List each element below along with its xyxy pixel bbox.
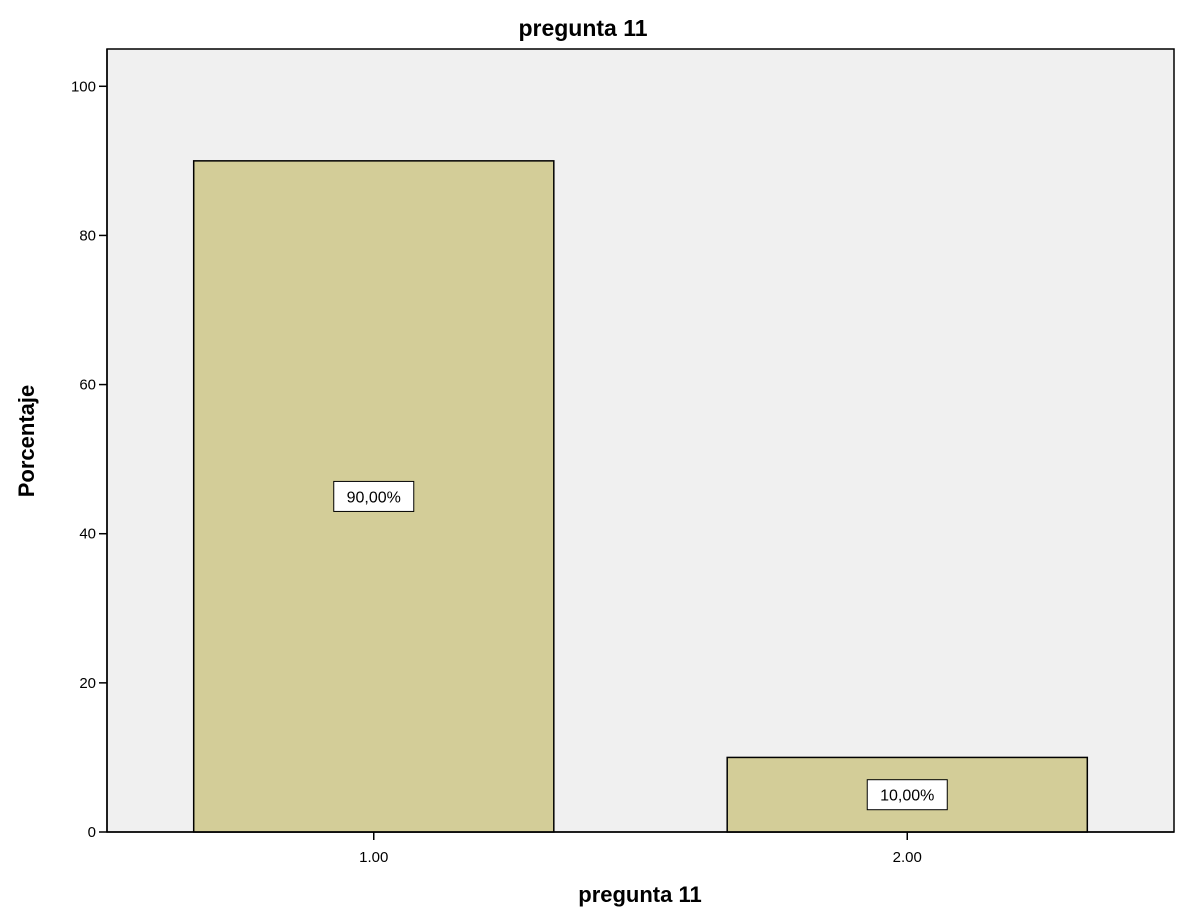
y-tick-label: 80 [79, 227, 96, 244]
data-label: 10,00% [880, 788, 934, 805]
y-axis-ticks: 0 20 40 60 80 100 [71, 78, 107, 841]
x-axis-ticks: 1.00 2.00 [359, 832, 922, 866]
chart-title: pregunta 11 [518, 15, 647, 41]
x-axis-label: pregunta 11 [578, 882, 701, 907]
x-tick-label: 2.00 [893, 849, 922, 866]
x-tick-label: 1.00 [359, 849, 388, 866]
y-tick-label: 0 [88, 824, 96, 841]
bar-data-labels: 90,00% 10,00% [333, 480, 948, 811]
y-axis-label: Porcentaje [14, 385, 39, 498]
data-label-box [866, 779, 948, 811]
y-tick-label: 40 [79, 526, 96, 543]
data-label: 90,00% [347, 489, 401, 506]
y-tick-label: 100 [71, 78, 96, 95]
data-label-box [333, 480, 415, 512]
y-tick-label: 60 [79, 377, 96, 394]
y-tick-label: 20 [79, 675, 96, 692]
